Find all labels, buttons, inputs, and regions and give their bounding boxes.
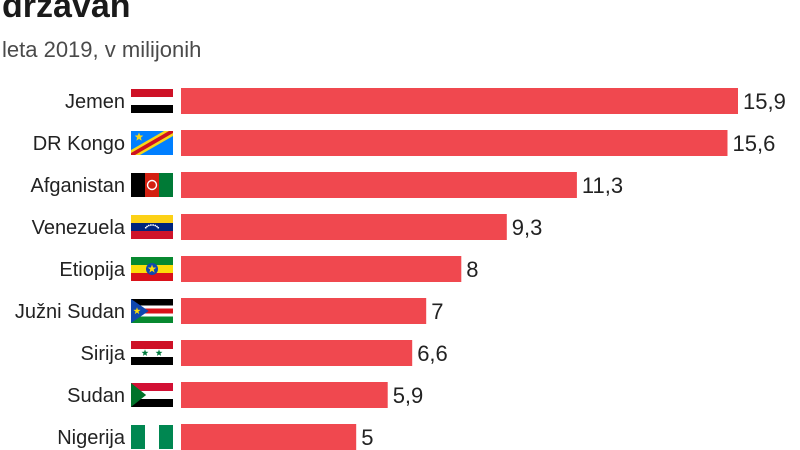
value-label: 11,3 [582, 173, 623, 198]
flag-afghanistan-icon [131, 173, 173, 197]
category-label: DR Kongo [33, 133, 125, 155]
chart-subtitle: leta 2019, v milijonih [2, 37, 202, 62]
value-label: 8 [466, 257, 478, 282]
category-label: Etiopija [59, 259, 125, 281]
flag-south-sudan-icon [131, 299, 173, 323]
flag-ethiopia-icon [131, 257, 173, 281]
bar [181, 256, 462, 282]
category-label: Afganistan [30, 175, 125, 197]
flag-venezuela-icon [131, 215, 173, 239]
value-label: 7 [431, 299, 443, 324]
bar [181, 172, 577, 198]
value-label: 15,9 [743, 89, 786, 114]
flag-nigeria-icon [131, 425, 173, 449]
category-label: Venezuela [32, 217, 126, 239]
bar [181, 88, 738, 114]
bar [181, 424, 357, 450]
flag-sudan-icon [131, 383, 173, 407]
category-label: Sirija [81, 343, 126, 365]
flag-dr-congo-icon [131, 131, 173, 155]
flag-syria-icon [131, 341, 173, 365]
value-label: 5 [361, 425, 373, 450]
bar [181, 340, 413, 366]
flag-yemen-icon [131, 89, 173, 113]
category-label: Južni Sudan [15, 301, 125, 323]
value-label: 15,6 [733, 131, 776, 156]
category-label: Nigerija [57, 427, 126, 449]
value-label: 5,9 [393, 383, 424, 408]
value-label: 6,6 [417, 341, 448, 366]
bar [181, 130, 728, 156]
category-label: Sudan [67, 385, 125, 407]
bar [181, 214, 507, 240]
value-label: 9,3 [512, 215, 543, 240]
chart-title: državah [2, 0, 131, 25]
bar [181, 298, 427, 324]
bar [181, 382, 388, 408]
category-label: Jemen [65, 91, 125, 113]
